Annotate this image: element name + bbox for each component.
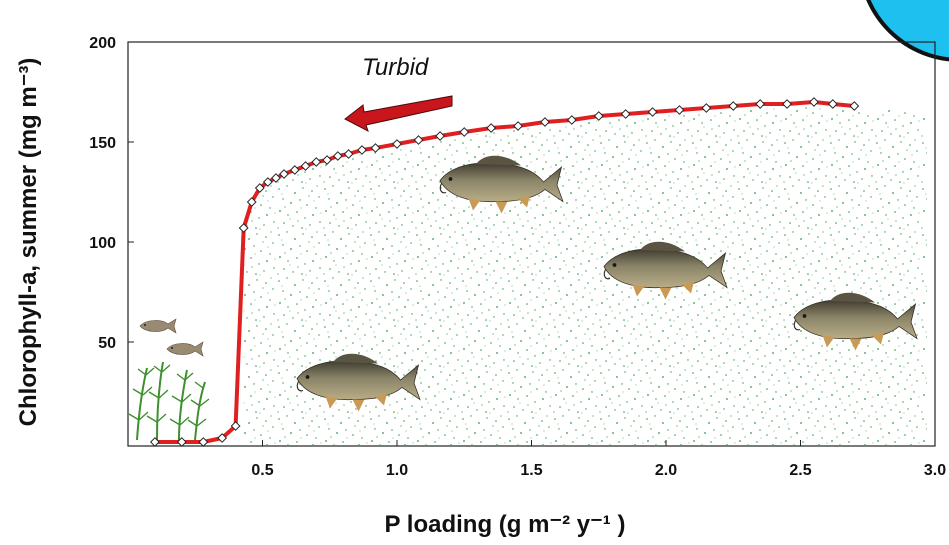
data-point	[238, 223, 249, 233]
x-tick-label: 2.5	[789, 462, 811, 479]
data-point	[271, 173, 281, 183]
data-point	[647, 107, 658, 117]
data-point	[459, 127, 470, 137]
x-tick-label: 1.0	[386, 462, 408, 479]
x-tick-label: 1.5	[520, 462, 542, 479]
data-point	[246, 197, 257, 207]
data-point	[289, 165, 300, 175]
y-tick-label: 50	[98, 335, 116, 352]
data-point	[370, 143, 381, 153]
aquatic-plants	[128, 361, 210, 441]
data-point	[392, 139, 402, 149]
y-axis-title: Chlorophyll-a, summer (mg m⁻³)	[15, 58, 42, 427]
x-tick-label: 3.0	[924, 462, 946, 479]
data-point	[827, 99, 838, 109]
y-tick-label: 100	[89, 235, 116, 252]
data-point	[809, 97, 819, 107]
data-point	[728, 101, 739, 111]
data-point	[413, 135, 424, 145]
y-tick-label: 150	[89, 135, 116, 152]
data-point	[566, 115, 577, 125]
x-ticks: 0.5 1.0 1.5 2.0 2.5 3.0	[251, 440, 946, 479]
data-point	[782, 99, 792, 109]
data-point	[540, 117, 550, 127]
data-point	[513, 121, 523, 131]
data-point	[343, 149, 354, 159]
data-point	[254, 183, 265, 193]
data-point	[593, 111, 604, 121]
data-point	[357, 145, 367, 155]
x-axis-title: P loading (g m⁻² y⁻¹ )	[385, 511, 626, 538]
data-point	[701, 103, 712, 113]
data-point	[486, 123, 497, 133]
data-point	[300, 161, 311, 171]
data-point	[198, 437, 209, 447]
algae-speckle-region	[243, 106, 927, 445]
data-point	[435, 131, 445, 141]
data-point	[674, 105, 685, 115]
small-fish	[139, 318, 177, 334]
data-point	[322, 155, 332, 165]
data-point	[755, 99, 766, 109]
data-point	[849, 101, 860, 111]
y-tick-label: 200	[89, 35, 116, 52]
small-fish	[166, 341, 204, 357]
turbid-arrow	[344, 95, 453, 133]
data-point	[279, 169, 289, 179]
turbid-annotation: Turbid	[362, 54, 429, 81]
data-point	[217, 433, 228, 443]
data-point	[176, 437, 187, 447]
data-point	[332, 151, 343, 161]
corner-circle	[866, 0, 949, 62]
data-point	[620, 109, 631, 119]
x-tick-label: 2.0	[655, 462, 677, 479]
x-tick-label: 0.5	[251, 462, 273, 479]
data-point	[311, 157, 322, 167]
y-ticks: 50 100 150 200	[89, 35, 134, 352]
data-markers	[149, 97, 860, 447]
data-point	[149, 437, 160, 447]
data-point	[230, 421, 241, 431]
data-point	[262, 177, 273, 187]
